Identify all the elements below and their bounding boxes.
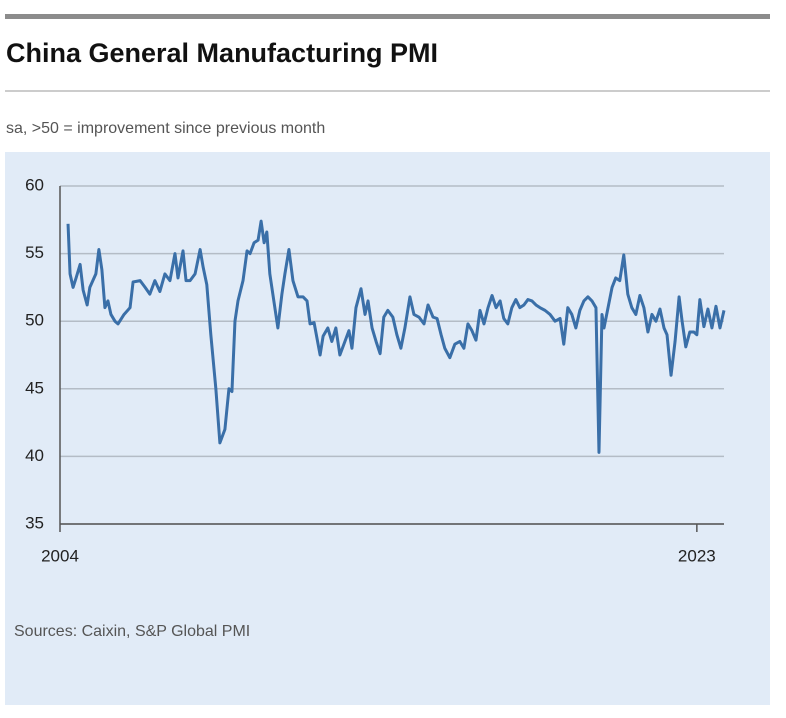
y-tick-label: 50 — [25, 311, 44, 330]
y-tick-label: 35 — [25, 513, 44, 532]
source-note: Sources: Caixin, S&P Global PMI — [14, 623, 250, 640]
y-tick-label: 45 — [25, 378, 44, 397]
y-tick-label: 55 — [25, 243, 44, 262]
plot-panel — [5, 152, 770, 705]
data-line — [66, 219, 726, 454]
y-tick-label: 60 — [25, 175, 44, 194]
chart-title: China General Manufacturing PMI — [6, 38, 438, 68]
top-rule — [5, 14, 770, 19]
plot-area: 35 40 45 50 55 60 2004 2023 — [25, 175, 726, 565]
x-tick-label: 2023 — [678, 546, 716, 565]
x-tick-label: 2004 — [41, 546, 79, 565]
y-tick-label: 40 — [25, 446, 44, 465]
chart-subtitle: sa, >50 = improvement since previous mon… — [6, 120, 325, 137]
